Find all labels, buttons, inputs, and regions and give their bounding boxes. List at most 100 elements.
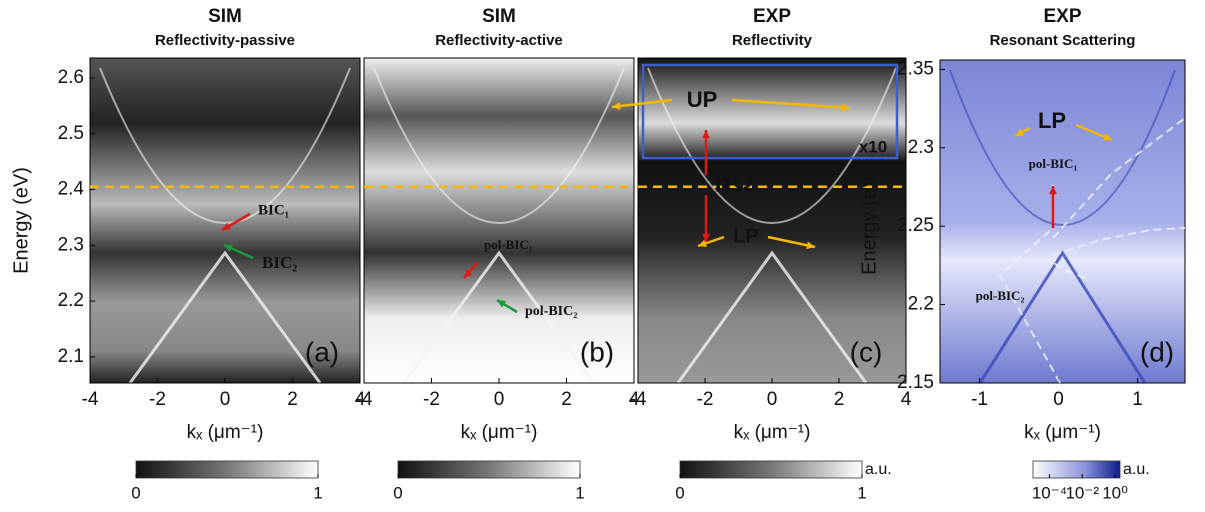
y-tick-label: 2.5 — [58, 123, 84, 144]
panel-title: EXP — [1043, 6, 1081, 27]
y-tick-label: 2.6 — [58, 67, 84, 88]
annotation: (b) — [580, 336, 614, 367]
dispersion-band — [373, 67, 625, 224]
magnified-region — [641, 63, 899, 160]
dispersion-band — [402, 250, 596, 384]
colorbar-tick-label: 0 — [675, 483, 684, 502]
x-tick-label: -2 — [697, 389, 714, 410]
x-tick-label: 4 — [901, 389, 912, 410]
arrow-head — [612, 102, 621, 110]
arrow-head — [698, 239, 707, 248]
dispersion-band — [676, 250, 868, 384]
arrow-head — [702, 233, 710, 242]
x-tick-label: 2 — [834, 389, 845, 410]
x-tick-label: 1 — [1132, 389, 1143, 410]
y-tick-label: 2.3 — [908, 137, 934, 158]
y-tick-label: 2.1 — [58, 346, 84, 367]
y-axis-label: Energy (eV) — [858, 168, 880, 275]
x-tick-label: -4 — [82, 389, 99, 410]
annotation: UP — [687, 87, 718, 112]
arrow-head — [702, 130, 710, 139]
x-axis-label: kₓ (μm⁻¹) — [187, 422, 264, 443]
colorbar-tick-label: 0 — [393, 483, 402, 502]
dispersion-band — [647, 67, 897, 224]
annotation: pol-BIC₂ — [525, 304, 577, 319]
annotation: x10 — [859, 137, 887, 156]
y-tick-label: 2.15 — [897, 372, 934, 393]
heatmap-image — [364, 58, 634, 383]
arrow-head — [222, 222, 231, 230]
annotation: BIC₁ — [258, 202, 289, 218]
y-tick-label: 2.4 — [58, 179, 85, 200]
x-axis-label: kₓ (μm⁻¹) — [1024, 422, 1101, 443]
dispersion-band — [99, 67, 351, 224]
annotation: BIC₂ — [262, 253, 297, 272]
arrow-head — [806, 241, 815, 250]
colorbar-label: a.u. — [865, 461, 892, 478]
arrow-head — [224, 244, 233, 252]
annotation: (c) — [850, 336, 883, 367]
x-axis-label: kₓ (μm⁻¹) — [461, 422, 538, 443]
colorbar-tick-label: 1 — [857, 483, 866, 502]
annotation: ħΩ — [714, 166, 754, 197]
annotation: pol-BIC₁ — [484, 237, 533, 252]
x-tick-label: -4 — [630, 389, 647, 410]
guide-line — [1052, 261, 1086, 279]
heatmap-image — [638, 58, 906, 383]
x-tick-label: 4 — [629, 389, 640, 410]
panel-subtitle: Reflectivity-active — [435, 32, 563, 49]
x-tick-label: 2 — [561, 389, 572, 410]
y-tick-label: 2.35 — [897, 58, 934, 79]
colorbar-label: a.u. — [1123, 461, 1150, 478]
panel-title: EXP — [753, 6, 791, 27]
colorbar-tick-label: 1 — [575, 483, 584, 502]
guide-line — [1052, 227, 1186, 256]
annotation: pol-BIC₁ — [1029, 156, 1078, 171]
annotation: LP — [1038, 108, 1066, 133]
dispersion-band — [949, 69, 1176, 226]
colorbar-tick-label: 1 — [313, 483, 322, 502]
colorbar-tick-label: 10⁻² — [1065, 483, 1099, 502]
x-tick-label: -2 — [423, 389, 440, 410]
y-tick-label: 2.25 — [897, 215, 934, 236]
x-tick-label: 4 — [355, 389, 366, 410]
arrow — [611, 98, 673, 109]
colorbar-tick-label: 10⁻⁴ — [1032, 483, 1067, 502]
x-tick-label: 0 — [1053, 389, 1064, 410]
x-tick-label: 2 — [287, 389, 298, 410]
arrow — [731, 98, 851, 110]
arrow-head — [497, 300, 506, 308]
colorbar — [1032, 460, 1121, 479]
panel-subtitle: Reflectivity — [732, 32, 813, 49]
guide-line — [1052, 117, 1186, 239]
annotation: pol-BIC₂ — [976, 288, 1025, 303]
panel-title: SIM — [482, 6, 516, 27]
y-tick-label: 2.2 — [908, 294, 934, 315]
heatmap-image — [90, 58, 360, 383]
annotation: (d) — [1140, 336, 1174, 367]
panel-subtitle: Reflectivity-passive — [155, 32, 295, 49]
panel-title: SIM — [208, 6, 242, 27]
arrow-head — [841, 103, 850, 112]
dispersion-band — [128, 250, 322, 384]
arrow-head — [1049, 186, 1057, 195]
colorbar — [397, 460, 581, 479]
arrow-head — [464, 269, 473, 278]
x-tick-label: -2 — [149, 389, 166, 410]
plot-frame — [939, 59, 1186, 384]
panel-subtitle: Resonant Scattering — [990, 32, 1136, 49]
y-tick-label: 2.3 — [58, 234, 84, 255]
colorbar-tick-label: 10⁰ — [1102, 483, 1128, 502]
y-axis-label: Energy (eV) — [10, 167, 32, 274]
colorbar — [135, 460, 319, 479]
y-tick-label: 2.2 — [58, 290, 84, 311]
colorbar-tick-label: 0 — [131, 483, 140, 502]
annotation: (a) — [305, 336, 339, 367]
annotation: LP — [733, 225, 759, 247]
arrow-head — [1015, 128, 1024, 136]
x-axis-label: kₓ (μm⁻¹) — [734, 422, 811, 443]
x-tick-label: -4 — [356, 389, 373, 410]
arrow-head — [1103, 133, 1112, 141]
